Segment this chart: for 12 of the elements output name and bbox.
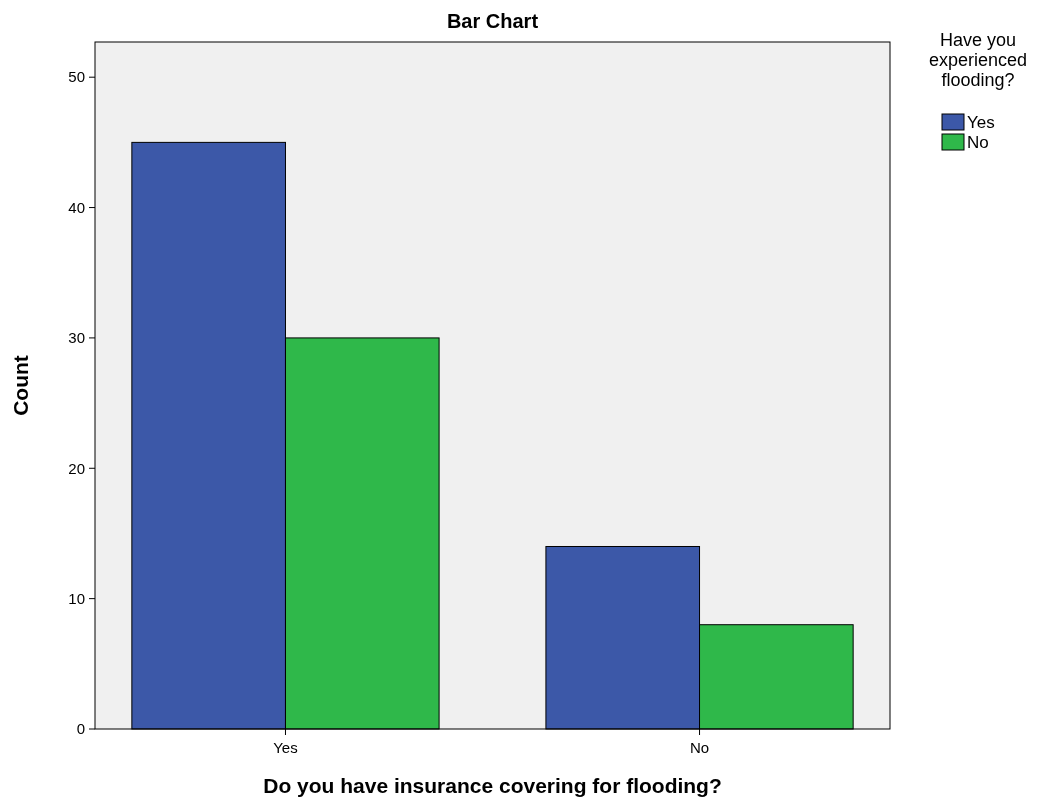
legend-title: Have you experienced flooding? bbox=[928, 30, 1028, 90]
y-tick-label: 0 bbox=[76, 720, 85, 738]
legend-label: No bbox=[967, 132, 989, 152]
chart-title: Bar Chart bbox=[446, 10, 539, 32]
y-axis-title: Count bbox=[9, 355, 32, 416]
y-tick-label: 30 bbox=[68, 329, 85, 347]
y-tick-label: 50 bbox=[68, 68, 85, 86]
y-tick-label: 10 bbox=[68, 589, 85, 607]
y-tick-label: 20 bbox=[68, 459, 85, 477]
y-tick-label: 40 bbox=[68, 198, 85, 216]
legend-label: Yes bbox=[967, 112, 995, 132]
x-axis-title: Do you have insurance covering for flooding? bbox=[263, 774, 722, 797]
